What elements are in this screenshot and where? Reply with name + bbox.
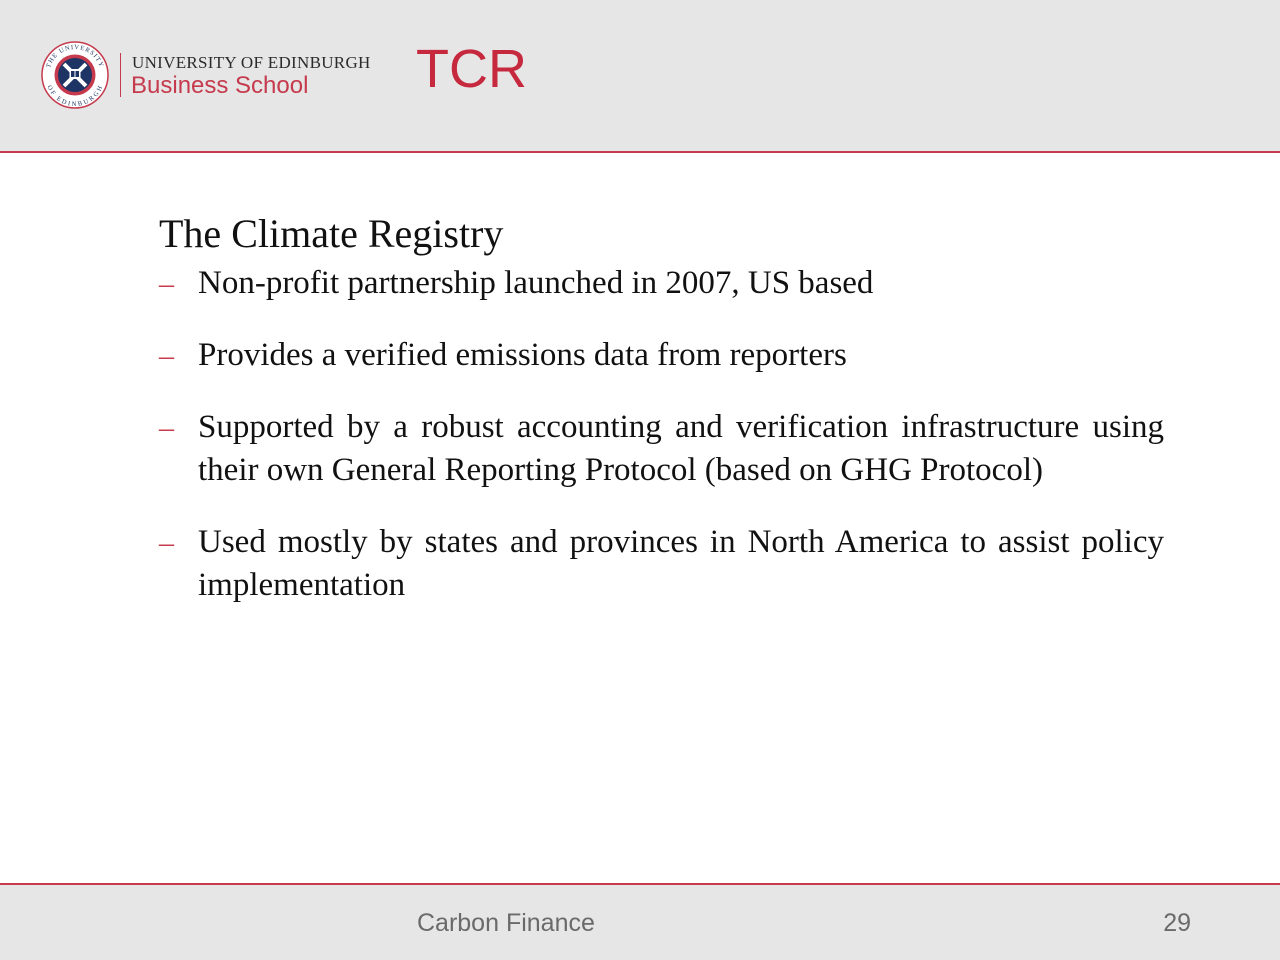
bullet-text: Supported by a robust accounting and ver… bbox=[198, 409, 1164, 488]
university-logo: THE UNIVERSITY OF EDINBURGH UNIVERSITY O… bbox=[40, 40, 370, 110]
university-name: UNIVERSITY OF EDINBURGH bbox=[132, 53, 371, 72]
bullet-text: Used mostly by states and provinces in N… bbox=[198, 524, 1164, 603]
dash-bullet-icon: – bbox=[159, 526, 174, 559]
school-name: Business School bbox=[131, 72, 309, 99]
logo-divider bbox=[120, 53, 121, 97]
bullet-item: – Used mostly by states and provinces in… bbox=[159, 521, 1164, 607]
bullet-list: – Non-profit partnership launched in 200… bbox=[159, 262, 1164, 607]
slide-footer: Carbon Finance 29 bbox=[0, 883, 1280, 960]
page-number: 29 bbox=[1163, 909, 1191, 937]
dash-bullet-icon: – bbox=[159, 267, 174, 300]
bullet-item: – Provides a verified emissions data fro… bbox=[159, 334, 1164, 377]
course-name: Carbon Finance bbox=[417, 909, 595, 937]
university-crest-icon: THE UNIVERSITY OF EDINBURGH bbox=[40, 40, 110, 110]
bullet-item: – Supported by a robust accounting and v… bbox=[159, 406, 1164, 492]
dash-bullet-icon: – bbox=[159, 411, 174, 444]
dash-bullet-icon: – bbox=[159, 339, 174, 372]
bullet-item: – Non-profit partnership launched in 200… bbox=[159, 262, 1164, 305]
bullet-text: Non-profit partnership launched in 2007,… bbox=[198, 265, 874, 301]
slide-content: The Climate Registry – Non-profit partne… bbox=[159, 210, 1164, 636]
slide-title: TCR bbox=[416, 39, 527, 99]
slide-header: THE UNIVERSITY OF EDINBURGH UNIVERSITY O… bbox=[0, 0, 1280, 153]
bullet-text: Provides a verified emissions data from … bbox=[198, 337, 847, 373]
content-heading: The Climate Registry bbox=[159, 211, 504, 256]
